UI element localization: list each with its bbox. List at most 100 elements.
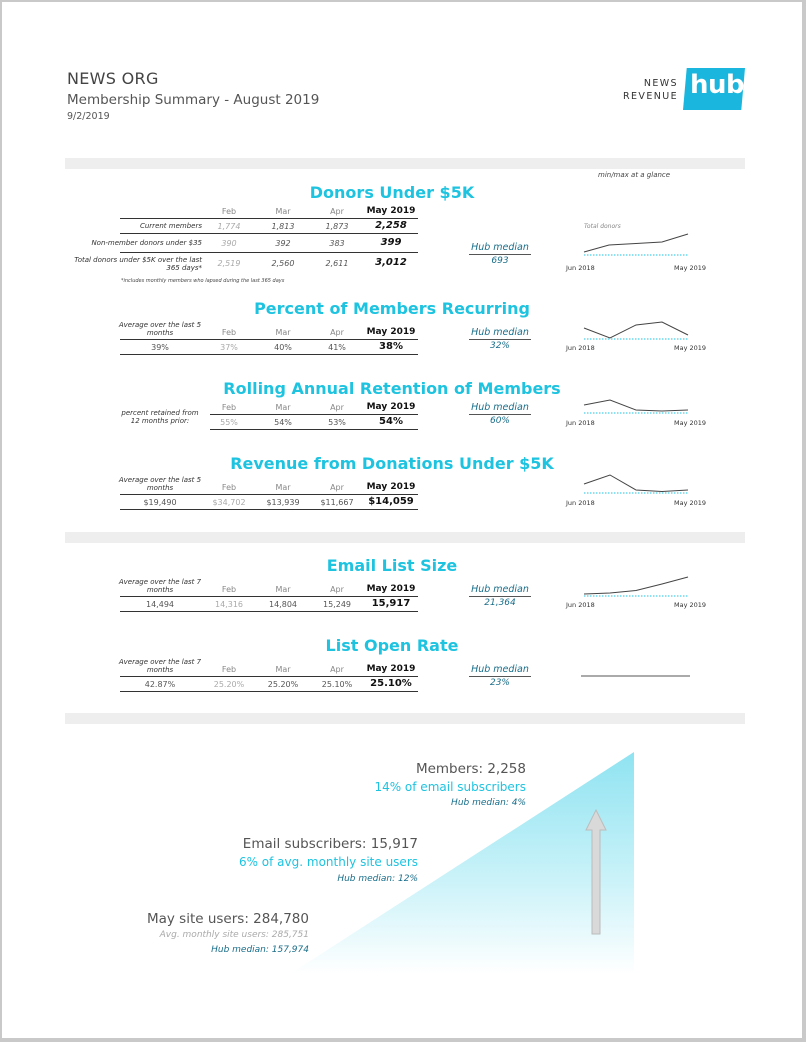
hub-rule bbox=[469, 414, 531, 415]
table-rule bbox=[210, 429, 418, 430]
hub-median-label: Hub median bbox=[471, 584, 529, 595]
col-apr: Apr bbox=[330, 403, 344, 412]
section-divider bbox=[65, 713, 745, 724]
logo-hub-text: hub bbox=[690, 70, 745, 100]
funnel-triangle bbox=[290, 752, 634, 974]
avg-value: 42.87% bbox=[144, 680, 176, 689]
email-subscribers-count: Email subscribers: 15,917 bbox=[242, 836, 418, 852]
email-subscribers-pct: 6% of avg. monthly site users bbox=[238, 855, 418, 869]
row-label: Current members bbox=[139, 222, 202, 230]
spark-caption: Total donors bbox=[584, 223, 621, 230]
value-cell: 392 bbox=[275, 239, 291, 248]
avg-value: $19,490 bbox=[143, 498, 177, 507]
col-may: May 2019 bbox=[366, 206, 416, 216]
avg-value: 14,494 bbox=[146, 600, 174, 609]
table-rule bbox=[120, 676, 418, 677]
hub-median-value: 693 bbox=[491, 256, 509, 266]
members-pct: 14% of email subscribers bbox=[374, 780, 526, 794]
hub-rule bbox=[469, 254, 531, 255]
col-feb: Feb bbox=[221, 483, 237, 492]
col-mar: Mar bbox=[275, 585, 291, 594]
retention-sparkline bbox=[583, 399, 689, 414]
table-rule bbox=[120, 354, 418, 355]
footnote: *includes monthly members who lapsed dur… bbox=[121, 278, 285, 284]
avg-value: 39% bbox=[151, 343, 169, 352]
hub-logo-icon bbox=[683, 68, 745, 110]
spark-start-label: Jun 2018 bbox=[566, 601, 595, 609]
table-rule bbox=[120, 596, 418, 597]
hub-rule bbox=[469, 339, 531, 340]
col-may: May 2019 bbox=[366, 584, 416, 594]
members-hub-median: Hub median: 4% bbox=[451, 798, 526, 808]
col-feb: Feb bbox=[221, 403, 237, 412]
value-cell: 40% bbox=[274, 343, 292, 352]
hub-median-label: Hub median bbox=[471, 402, 529, 413]
members-count: Members: 2,258 bbox=[415, 761, 526, 777]
spark-start-label: Jun 2018 bbox=[566, 499, 595, 507]
value-cell: 1,813 bbox=[271, 222, 295, 231]
value-cell: 41% bbox=[328, 343, 346, 352]
col-mar: Mar bbox=[275, 665, 291, 674]
avg-label: Average over the last 5 months bbox=[118, 321, 202, 337]
site-users-hub-median: Hub median: 157,974 bbox=[211, 945, 309, 955]
col-apr: Apr bbox=[330, 665, 344, 674]
value-cell: 390 bbox=[221, 239, 237, 248]
col-may: May 2019 bbox=[366, 402, 416, 412]
current-value: 38% bbox=[379, 341, 403, 352]
current-value: 3,012 bbox=[375, 257, 407, 268]
hub-median-value: 32% bbox=[489, 341, 510, 351]
value-cell: 14,316 bbox=[215, 600, 243, 609]
table-rule bbox=[120, 691, 418, 692]
donors-title: Donors Under $5K bbox=[309, 183, 475, 202]
table-rule bbox=[210, 414, 418, 415]
value-cell: $11,667 bbox=[320, 498, 354, 507]
table-rule bbox=[120, 233, 418, 234]
email-hub-median: Hub median: 12% bbox=[337, 874, 418, 884]
value-cell: 54% bbox=[274, 418, 292, 427]
col-mar: Mar bbox=[275, 328, 291, 337]
col-feb: Feb bbox=[221, 585, 237, 594]
logo-line-news: NEWS bbox=[643, 78, 678, 89]
col-mar: Mar bbox=[275, 207, 291, 216]
spark-end-label: May 2019 bbox=[674, 264, 707, 272]
spark-end-label: May 2019 bbox=[674, 601, 707, 609]
value-cell: $13,939 bbox=[266, 498, 300, 507]
open-rate-sparkline bbox=[581, 675, 690, 677]
value-cell: 15,249 bbox=[323, 600, 351, 609]
col-apr: Apr bbox=[330, 328, 344, 337]
revenue-title: Revenue from Donations Under $5K bbox=[230, 454, 554, 473]
section-divider bbox=[65, 158, 745, 169]
col-mar: Mar bbox=[275, 483, 291, 492]
value-cell: 383 bbox=[329, 239, 345, 248]
site-users-count: May site users: 284,780 bbox=[146, 911, 309, 927]
table-rule bbox=[120, 494, 418, 495]
hub-median-value: 21,364 bbox=[484, 598, 516, 608]
org-name: NEWS ORG bbox=[67, 69, 159, 88]
hub-median-label: Hub median bbox=[471, 242, 529, 253]
table-rule bbox=[120, 509, 418, 510]
value-cell: 37% bbox=[220, 343, 238, 352]
value-cell: 1,774 bbox=[217, 222, 241, 231]
value-cell: 2,560 bbox=[271, 259, 295, 268]
hub-median-value: 60% bbox=[489, 416, 510, 426]
value-cell: $34,702 bbox=[212, 498, 246, 507]
recurring-sparkline bbox=[583, 321, 689, 340]
col-apr: Apr bbox=[330, 483, 344, 492]
glance-label: min/max at a glance bbox=[598, 171, 671, 179]
avg-label: Average over the last 5 months bbox=[118, 476, 202, 492]
open-rate-title: List Open Rate bbox=[325, 636, 459, 655]
revenue-sparkline bbox=[583, 474, 689, 494]
value-cell: 25.20% bbox=[213, 680, 245, 689]
value-cell: 53% bbox=[328, 418, 346, 427]
avg-label: percent retained from 12 months prior: bbox=[121, 409, 199, 425]
hub-rule bbox=[469, 596, 531, 597]
col-mar: Mar bbox=[275, 403, 291, 412]
value-cell: 2,611 bbox=[325, 259, 349, 268]
report-date: 9/2/2019 bbox=[67, 111, 110, 122]
hub-rule bbox=[469, 676, 531, 677]
spark-end-label: May 2019 bbox=[674, 344, 707, 352]
col-feb: Feb bbox=[221, 328, 237, 337]
spark-end-label: May 2019 bbox=[674, 499, 707, 507]
value-cell: 25.10% bbox=[321, 680, 353, 689]
